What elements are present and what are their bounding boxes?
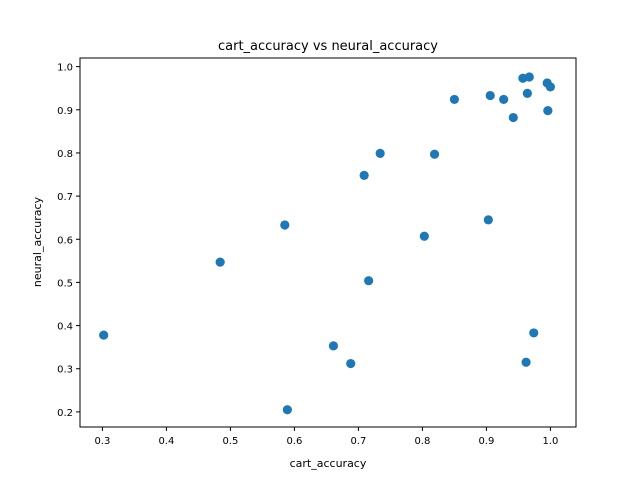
data-point [328,341,339,351]
y-tick-label: 0.8 [57,149,73,160]
x-tick-label: 0.5 [222,436,238,447]
data-point [359,170,369,180]
x-tick-label: 0.7 [350,436,366,447]
y-tick-label: 0.4 [57,322,73,333]
x-tick-label: 0.4 [158,436,174,447]
data-point [449,94,459,105]
y-tick-label: 0.5 [57,278,73,289]
data-point [545,82,556,92]
data-point [99,330,109,340]
data-point [429,149,440,159]
data-points [99,72,556,415]
data-point [364,276,374,286]
data-point [499,94,509,105]
data-point [419,231,429,241]
y-tick-label: 0.2 [57,408,73,419]
plot-area-frame [79,57,577,428]
x-tick-label: 0.6 [286,436,302,447]
data-point [282,405,292,415]
data-point [215,257,225,267]
data-point [522,88,532,98]
data-point [280,220,290,230]
x-tick-label: 0.9 [478,436,494,447]
y-tick-label: 0.3 [57,365,73,376]
data-point [529,328,539,338]
data-point [483,215,493,225]
data-point [346,358,356,369]
y-axis-ticks: 0.2 0.3 0.4 0.5 0.6 0.7 0.8 0.9 1.0 [57,63,80,419]
x-axis-label: cart_accuracy [290,457,367,470]
data-point [485,90,495,101]
x-axis-ticks: 0.3 0.4 0.5 0.6 0.7 0.8 0.9 1.0 [94,427,558,447]
data-point [508,112,518,123]
y-axis-label: neural_accuracy [31,196,44,287]
data-point [521,357,531,367]
y-tick-label: 0.9 [57,106,73,117]
y-tick-label: 1.0 [57,63,73,74]
y-tick-label: 0.6 [57,235,73,246]
data-point [375,148,385,158]
x-tick-label: 1.0 [542,436,558,447]
x-tick-label: 0.3 [94,436,110,447]
chart-title: cart_accuracy vs neural_accuracy [218,39,438,54]
data-point [543,106,553,116]
y-tick-label: 0.7 [57,192,73,203]
x-tick-label: 0.8 [414,436,430,447]
data-point [524,72,534,82]
